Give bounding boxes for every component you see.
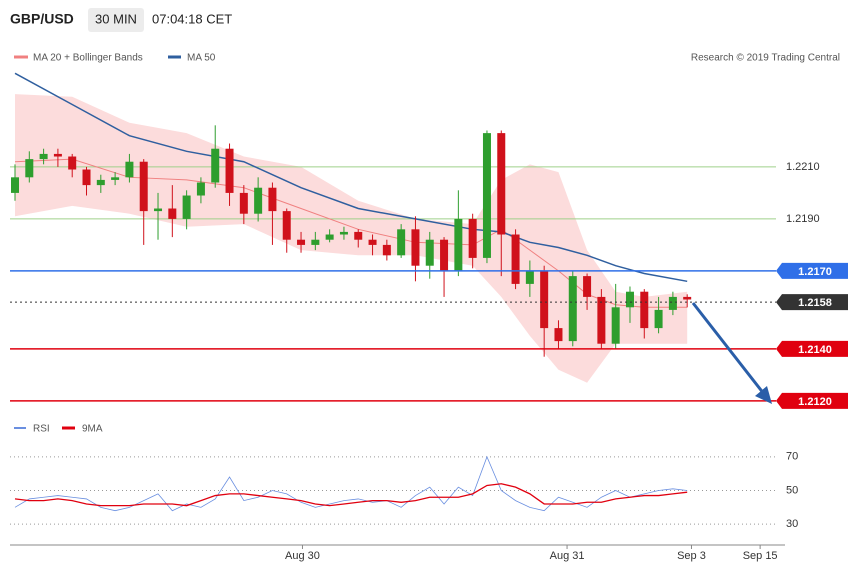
candle-body <box>325 234 334 240</box>
candle-body <box>597 296 606 344</box>
candle-body <box>554 328 563 342</box>
y-tick-label: 70 <box>786 451 798 463</box>
interval: 30 MIN <box>95 11 137 26</box>
candle-body <box>440 239 449 271</box>
candle-body <box>583 276 592 297</box>
candle-body <box>668 296 677 310</box>
legend-label: MA 50 <box>187 53 216 64</box>
candle-body <box>11 177 19 193</box>
candle-body <box>411 229 420 266</box>
candle-body <box>397 229 406 256</box>
candle-body <box>282 211 291 240</box>
candle-body <box>611 307 620 344</box>
candle-body <box>82 169 91 186</box>
candle-body <box>225 148 234 193</box>
candle-body <box>525 270 534 284</box>
candle-body <box>640 291 649 329</box>
level-label: 1.2140 <box>798 344 832 356</box>
candle-body <box>239 192 248 214</box>
x-tick-label: Aug 31 <box>550 550 585 562</box>
level-box <box>776 340 848 357</box>
x-tick-label: Sep 15 <box>743 550 778 562</box>
indicator-line <box>14 483 688 507</box>
candle-body <box>268 187 277 212</box>
candle-body <box>540 270 549 329</box>
legend-label: RSI <box>33 424 50 435</box>
candle-body <box>425 239 434 266</box>
candle-body <box>354 231 363 240</box>
candle-body <box>211 148 220 183</box>
candle-body <box>368 239 377 245</box>
level-label: 1.2120 <box>798 396 832 408</box>
time: 07:04:18 CET <box>152 11 232 26</box>
candle-body <box>683 296 692 300</box>
candle-body <box>497 133 506 235</box>
candle-body <box>482 133 491 258</box>
plot: 1.2190 1.2210 1.2170 1.2158 1.2140 1.2120 30 50… <box>10 72 848 562</box>
candle-body <box>96 179 105 186</box>
level-label: 1.2170 <box>798 266 832 278</box>
candle-body <box>196 182 205 196</box>
candle-body <box>468 218 477 258</box>
candle-body <box>339 231 348 235</box>
candle-body <box>182 195 191 219</box>
chart-title: GBP/USD <box>10 11 74 27</box>
bollinger-band <box>15 94 688 383</box>
x-tick-label: Sep 3 <box>677 550 706 562</box>
candle-body <box>53 153 62 157</box>
level-box <box>776 294 848 311</box>
forecast-arrow <box>691 302 766 395</box>
interval-box <box>88 8 144 32</box>
level-box <box>776 392 848 409</box>
y-tick-label: 1.2190 <box>786 213 820 225</box>
level-box <box>776 262 848 279</box>
ma-line <box>14 72 688 283</box>
candle-body <box>254 187 263 214</box>
forecast-arrowhead <box>755 386 772 404</box>
credit: Research © 2019 Trading Central <box>691 53 840 64</box>
candle-body <box>568 276 577 342</box>
candle-body <box>454 218 463 271</box>
candle-body <box>125 161 134 178</box>
candle-body <box>654 309 663 329</box>
candle-body <box>154 208 163 212</box>
candle-body <box>625 291 634 308</box>
y-tick-label: 30 <box>786 518 798 530</box>
candle-body <box>382 244 391 256</box>
candle-body <box>311 239 320 245</box>
legend-label: MA 20 + Bollinger Bands <box>33 53 143 64</box>
candle-body <box>39 153 48 160</box>
candle-body <box>168 208 177 219</box>
legend-label: 9MA <box>82 424 103 435</box>
level-label: 1.2158 <box>798 297 832 309</box>
y-tick-label: 50 <box>786 484 798 496</box>
candle-body <box>25 159 34 178</box>
candle-body <box>139 161 148 212</box>
candle-body <box>111 177 120 180</box>
candle-body <box>511 234 520 284</box>
x-tick-label: Aug 30 <box>285 550 320 562</box>
candle-body <box>68 156 77 170</box>
y-tick-label: 1.2210 <box>786 161 820 173</box>
candle-body <box>297 239 306 245</box>
